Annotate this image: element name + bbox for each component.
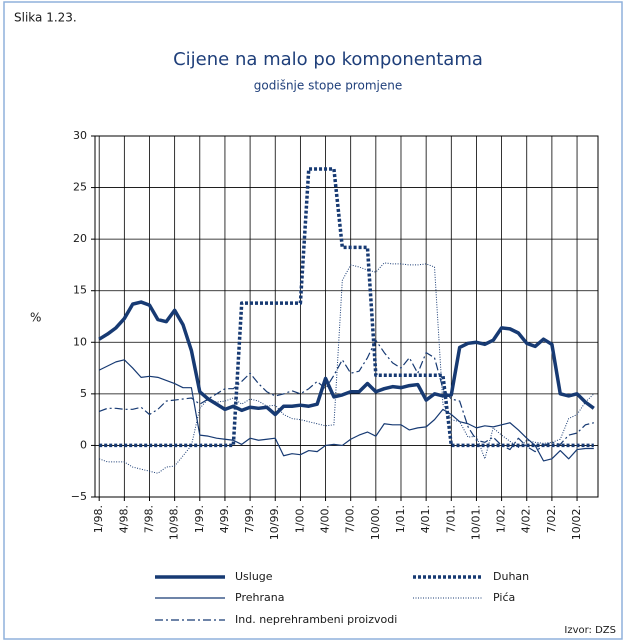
series-line bbox=[98, 339, 594, 453]
x-tick-label: 7/02. bbox=[545, 505, 558, 533]
x-tick-label: 1/00. bbox=[293, 505, 306, 533]
x-tick-label: 7/99. bbox=[243, 505, 256, 533]
x-tick-label: 10/02. bbox=[570, 505, 583, 540]
y-tick-label: 15 bbox=[73, 284, 87, 297]
source: Izvor: DZS bbox=[564, 625, 616, 636]
x-tick-label: 4/00. bbox=[319, 505, 332, 533]
x-tick-label: 4/98. bbox=[117, 505, 130, 533]
chart-subtitle: godišnje stope promjene bbox=[254, 79, 402, 93]
x-tick-label: 4/02. bbox=[520, 505, 533, 533]
x-tick-label: 1/01. bbox=[394, 505, 407, 533]
series-line bbox=[98, 300, 595, 417]
x-tick-label: 10/00. bbox=[369, 505, 382, 540]
x-tick-label: 7/98. bbox=[142, 505, 155, 533]
y-tick-label: 10 bbox=[73, 335, 87, 348]
legend-label: Ind. neprehrambeni proizvodi bbox=[235, 613, 397, 626]
x-tick-label: 4/99. bbox=[218, 505, 231, 533]
y-tick-label: 20 bbox=[73, 232, 87, 245]
figure-label: Slika 1.23. bbox=[14, 11, 77, 25]
series-line bbox=[99, 167, 594, 448]
legend-label: Duhan bbox=[493, 570, 529, 583]
y-tick-label: 30 bbox=[73, 129, 87, 142]
x-tick-label: 10/99. bbox=[268, 505, 281, 540]
chart-title: Cijene na malo po komponentama bbox=[173, 49, 483, 70]
x-tick-label: 7/01. bbox=[444, 505, 457, 533]
x-tick-label: 1/99. bbox=[193, 505, 206, 533]
x-tick-label: 10/98. bbox=[168, 505, 181, 540]
series-line bbox=[98, 359, 594, 462]
x-tick-label: 1/02. bbox=[495, 505, 508, 533]
frame bbox=[3, 1, 623, 640]
legend-label: Usluge bbox=[235, 570, 273, 583]
y-tick-label: 5 bbox=[80, 387, 87, 400]
y-tick-label: 0 bbox=[80, 438, 87, 451]
y-tick-label: −5 bbox=[71, 490, 87, 503]
x-tick-label: 7/00. bbox=[344, 505, 357, 533]
y-axis-label: % bbox=[30, 311, 41, 325]
x-tick-label: 1/98. bbox=[92, 505, 105, 533]
legend-label: Pića bbox=[493, 591, 515, 604]
y-tick-label: 25 bbox=[73, 181, 87, 194]
legend-label: Prehrana bbox=[235, 591, 284, 604]
x-tick-label: 10/01. bbox=[469, 505, 482, 540]
x-tick-label: 4/01. bbox=[419, 505, 432, 533]
